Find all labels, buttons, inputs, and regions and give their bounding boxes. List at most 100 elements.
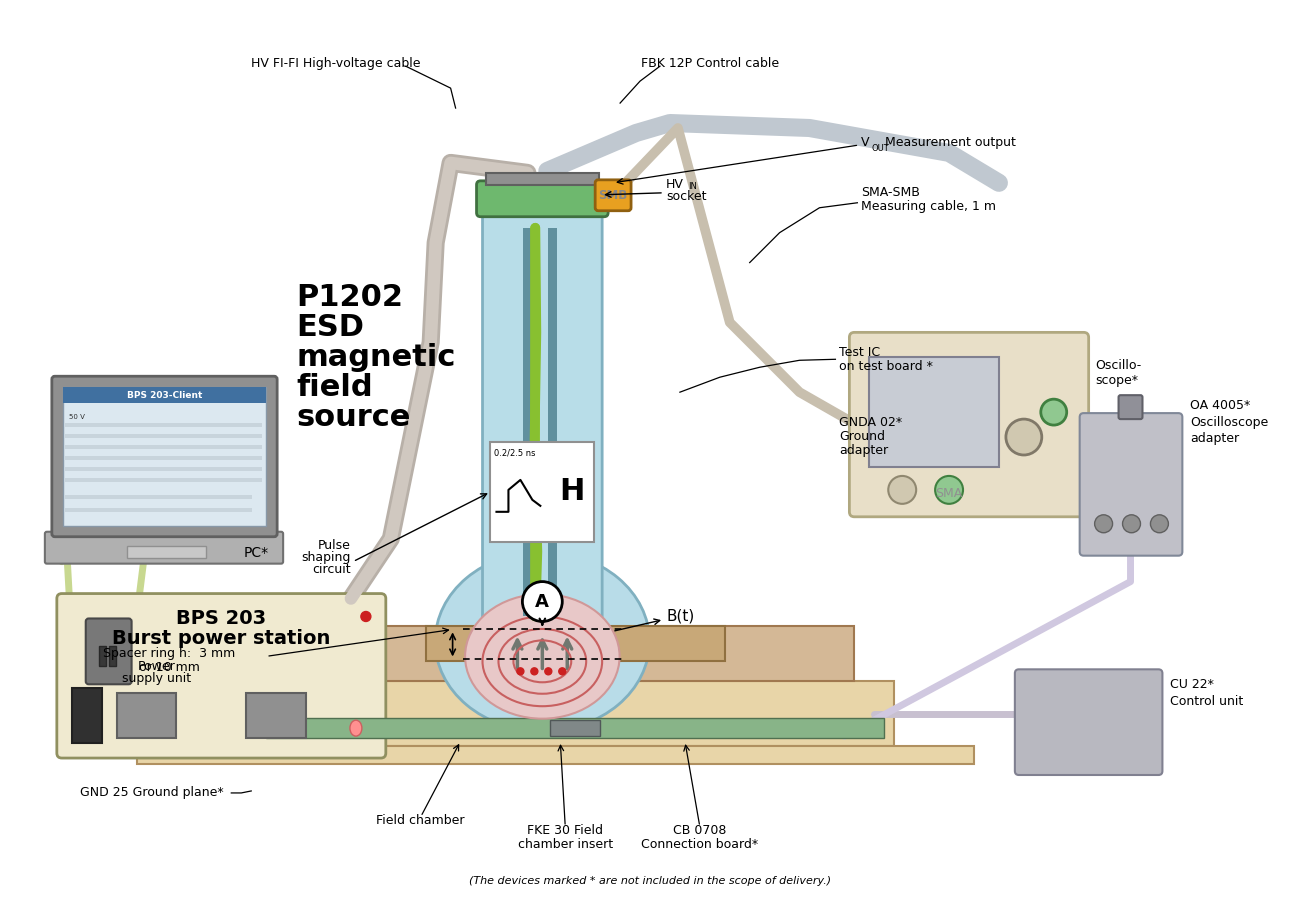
Text: GND 25 Ground plane*: GND 25 Ground plane*: [79, 787, 224, 799]
Text: Ground: Ground: [840, 429, 885, 443]
Circle shape: [935, 476, 963, 504]
Text: OUT: OUT: [871, 144, 889, 153]
Bar: [136, 746, 974, 764]
Bar: [870, 357, 998, 467]
Text: field: field: [296, 373, 373, 402]
Bar: [296, 627, 854, 681]
Circle shape: [1095, 515, 1113, 533]
Text: Pulse: Pulse: [318, 538, 351, 552]
Text: adapter: adapter: [840, 444, 888, 456]
Bar: [524, 227, 533, 616]
Text: IN: IN: [688, 182, 697, 191]
Text: Power: Power: [138, 660, 176, 673]
Text: 50 V: 50 V: [69, 414, 84, 420]
Bar: [65, 423, 263, 427]
Text: Control unit: Control unit: [1170, 695, 1244, 708]
Text: BPS 203: BPS 203: [177, 610, 266, 629]
Text: adapter: adapter: [1191, 432, 1239, 445]
FancyBboxPatch shape: [52, 376, 277, 537]
Circle shape: [1006, 419, 1041, 455]
Text: SMA-SMB: SMA-SMB: [862, 187, 920, 199]
Ellipse shape: [465, 594, 620, 719]
Text: GNDA 02*: GNDA 02*: [840, 416, 902, 428]
FancyBboxPatch shape: [477, 180, 608, 216]
Text: supply unit: supply unit: [122, 672, 191, 686]
Text: PC*: PC*: [244, 546, 269, 559]
Bar: [256, 681, 894, 746]
Bar: [425, 627, 725, 661]
FancyBboxPatch shape: [86, 619, 131, 685]
Text: on test board *: on test board *: [840, 360, 933, 373]
Text: Oscillo-: Oscillo-: [1096, 359, 1141, 373]
Text: HV: HV: [666, 178, 684, 191]
Bar: [159, 508, 252, 511]
FancyBboxPatch shape: [57, 594, 386, 758]
Text: 0.2/2.5 ns: 0.2/2.5 ns: [494, 448, 536, 457]
Bar: [550, 720, 601, 736]
Bar: [65, 434, 263, 438]
Circle shape: [559, 667, 566, 675]
Bar: [72, 688, 101, 743]
Text: P1202: P1202: [296, 283, 403, 312]
FancyBboxPatch shape: [46, 532, 283, 564]
Text: circuit: circuit: [312, 563, 351, 575]
Text: source: source: [296, 403, 411, 432]
Bar: [126, 546, 207, 557]
Bar: [485, 173, 599, 185]
Bar: [65, 508, 159, 511]
Text: B(t): B(t): [667, 609, 696, 624]
Bar: [159, 495, 252, 499]
Text: OA 4005*: OA 4005*: [1191, 399, 1251, 412]
Circle shape: [523, 582, 563, 621]
Text: chamber insert: chamber insert: [517, 838, 612, 851]
Text: BPS 203-Client: BPS 203-Client: [127, 391, 203, 400]
FancyBboxPatch shape: [1080, 413, 1183, 556]
Bar: [109, 647, 116, 667]
Bar: [549, 227, 558, 616]
Text: (The devices marked * are not included in the scope of delivery.): (The devices marked * are not included i…: [469, 876, 831, 886]
Text: socket: socket: [666, 189, 706, 203]
Bar: [65, 467, 263, 471]
Ellipse shape: [436, 552, 650, 732]
FancyBboxPatch shape: [595, 179, 630, 211]
Text: Spacer ring h:  3 mm: Spacer ring h: 3 mm: [104, 647, 235, 660]
Bar: [266, 718, 884, 738]
Circle shape: [1122, 515, 1140, 533]
Bar: [62, 387, 266, 403]
Text: scope*: scope*: [1096, 374, 1139, 387]
Text: Measuring cable, 1 m: Measuring cable, 1 m: [862, 200, 996, 213]
Circle shape: [545, 667, 551, 675]
Text: HV FI-FI High-voltage cable: HV FI-FI High-voltage cable: [251, 57, 421, 69]
Bar: [62, 387, 266, 526]
Text: Connection board*: Connection board*: [641, 838, 758, 851]
Circle shape: [517, 667, 524, 675]
Bar: [99, 647, 105, 667]
FancyBboxPatch shape: [1015, 669, 1162, 775]
Bar: [490, 442, 594, 542]
FancyBboxPatch shape: [1118, 395, 1143, 419]
Text: H: H: [559, 477, 585, 506]
Bar: [65, 478, 263, 482]
Text: Burst power station: Burst power station: [112, 630, 330, 649]
FancyBboxPatch shape: [482, 207, 602, 638]
Circle shape: [361, 612, 370, 621]
Text: CU 22*: CU 22*: [1170, 678, 1214, 691]
Text: FBK 12P Control cable: FBK 12P Control cable: [641, 57, 779, 69]
Bar: [117, 694, 177, 738]
Circle shape: [1150, 515, 1169, 533]
Bar: [65, 456, 263, 460]
Circle shape: [1041, 400, 1067, 425]
Text: Oscilloscope: Oscilloscope: [1191, 416, 1269, 429]
Text: ESD: ESD: [296, 313, 364, 343]
Text: CB 0708: CB 0708: [673, 824, 727, 837]
Bar: [65, 495, 159, 499]
Bar: [65, 445, 263, 449]
Text: Measurement output: Measurement output: [881, 136, 1017, 150]
Text: FKE 30 Field: FKE 30 Field: [528, 824, 603, 837]
Text: SMB: SMB: [598, 189, 628, 202]
Text: magnetic: magnetic: [296, 344, 455, 373]
Ellipse shape: [350, 720, 361, 736]
Text: shaping: shaping: [302, 550, 351, 564]
Text: Test IC: Test IC: [840, 345, 880, 359]
Circle shape: [888, 476, 916, 504]
